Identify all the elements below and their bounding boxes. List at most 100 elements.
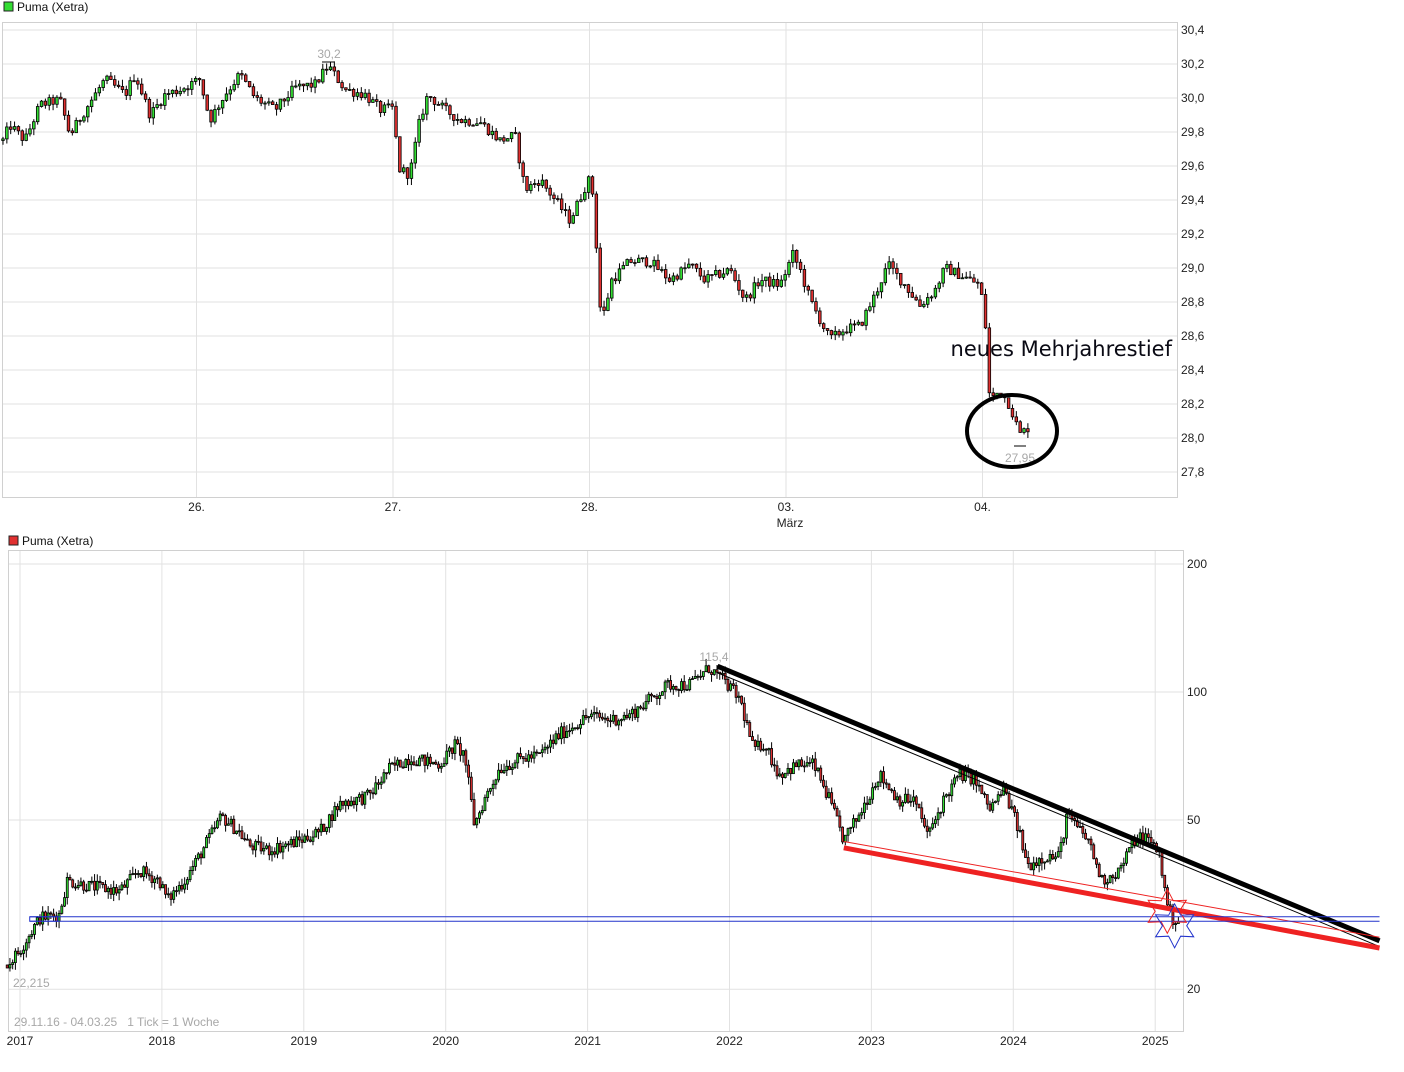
candle [1075,820,1079,827]
candle [895,267,899,274]
candle [898,796,902,807]
candle [734,685,738,698]
candle [791,249,795,263]
candle [5,964,9,969]
candle [1116,867,1120,879]
candle [571,215,575,224]
candle [661,691,664,696]
candle [105,75,109,81]
candle [909,800,913,803]
candle [920,807,924,819]
candle [294,85,298,88]
candle [762,748,765,751]
candle [857,814,861,822]
candle [536,183,541,186]
candle [290,85,294,98]
candle [190,81,194,90]
candle [480,810,484,814]
candle [652,695,656,698]
candle [1166,887,1169,906]
candle [980,784,984,795]
candle [463,119,468,124]
candle [413,141,417,164]
candle [557,733,561,740]
candle [140,83,144,95]
candle [529,754,533,759]
candle [1146,833,1150,838]
candle [398,136,402,173]
candle [845,331,849,334]
candle [759,740,763,751]
candle [950,783,954,797]
candle [448,747,451,752]
candle [444,102,448,107]
candle [455,119,460,121]
candle [412,761,416,766]
candle [936,812,940,821]
candle [864,309,868,326]
candle [506,138,510,142]
candle [255,95,259,98]
candle [884,782,888,785]
candle [710,274,714,276]
candle [314,828,318,838]
candle [879,771,883,783]
candle [540,179,545,186]
candle [633,708,637,718]
candle [1078,826,1082,828]
candle [1084,832,1087,840]
candle [985,794,989,805]
x-sub-label: März [777,516,804,530]
candle [603,717,607,720]
y-tick-label: 28,0 [1181,431,1205,445]
candle [349,800,353,807]
candle [436,103,441,106]
y-tick-label: 29,0 [1181,261,1205,275]
candle [232,818,236,834]
candle [751,736,754,741]
candle [882,771,885,784]
candle [1127,847,1131,853]
candle [109,887,113,895]
candle [694,263,699,269]
candle [183,883,187,890]
candle [648,265,652,268]
candle [464,750,468,766]
candle [256,840,260,843]
candle [563,209,568,212]
y-tick-label: 20 [1187,982,1201,996]
candle [308,839,312,842]
candle [366,789,369,793]
candle [502,770,506,774]
y-tick-label: 29,4 [1181,193,1205,207]
high-label: 30,2 [317,47,341,61]
candle [13,950,17,964]
candle [270,851,274,856]
candle [1065,813,1068,839]
candle [286,843,290,846]
candle [145,866,148,875]
candle [587,716,591,719]
y-tick-label: 200 [1187,557,1207,571]
candle [714,270,718,276]
candle [768,276,772,287]
candle [625,714,629,719]
candle [680,681,683,691]
candle [425,96,429,115]
candle [912,796,915,802]
candle [726,678,730,691]
candle [538,752,541,754]
candle [117,889,121,894]
candle [228,89,233,95]
candle [600,716,604,720]
candle [931,823,935,829]
candle [321,68,325,83]
candle [201,79,206,96]
candle [472,799,476,826]
candle [1056,851,1060,858]
x-tick-label: 2023 [858,1034,885,1048]
candle [161,884,165,889]
candle [565,730,569,739]
candle [499,769,503,774]
candle [355,796,359,806]
